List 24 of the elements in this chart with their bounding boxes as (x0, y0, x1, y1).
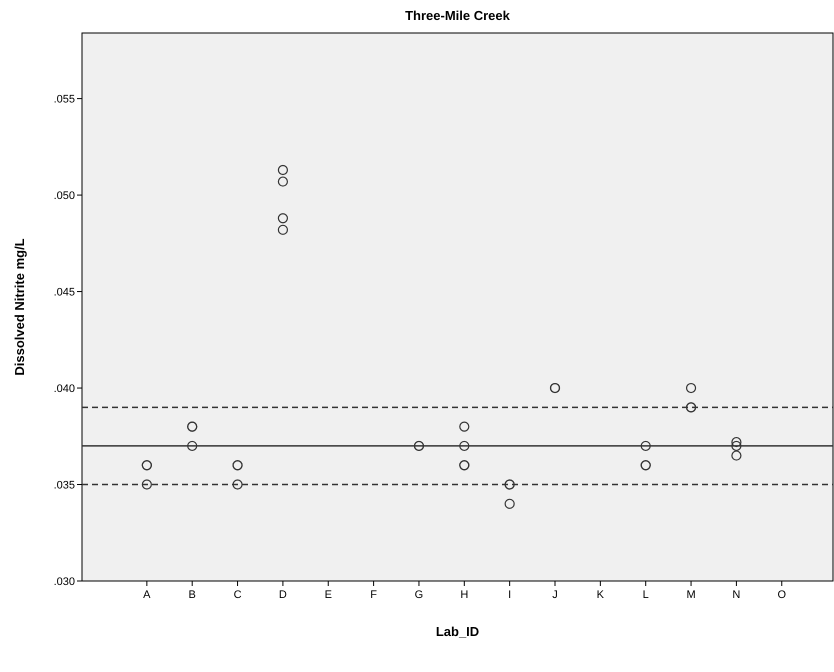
x-tick-label: D (278, 589, 287, 601)
x-tick-label: O (777, 589, 786, 601)
x-tick-label: G (414, 589, 424, 601)
x-tick-label: I (508, 589, 512, 601)
x-tick-label: J (552, 589, 558, 601)
x-tick-label: A (143, 589, 152, 601)
y-tick-label: .030 (54, 576, 75, 588)
x-tick-label: B (188, 589, 196, 601)
x-tick-label: M (686, 589, 696, 601)
y-tick-label: .040 (54, 382, 75, 395)
x-tick-label: K (596, 589, 605, 601)
y-tick-label: .035 (54, 479, 75, 492)
x-tick-label: C (234, 589, 242, 601)
x-tick-label: N (732, 589, 740, 601)
chart-title: Three-Mile Creek (405, 8, 511, 23)
x-tick-label: E (324, 589, 332, 601)
x-tick-label: H (460, 589, 468, 601)
y-axis-title: Dissolved Nitrite mg/L (12, 238, 27, 376)
y-tick-label: .050 (54, 190, 75, 202)
y-tick-label: .045 (54, 286, 75, 298)
y-tick-label: .055 (54, 93, 75, 106)
x-axis-title: Lab_ID (436, 624, 480, 639)
x-tick-label: F (370, 589, 378, 601)
x-tick-label: L (642, 589, 649, 601)
